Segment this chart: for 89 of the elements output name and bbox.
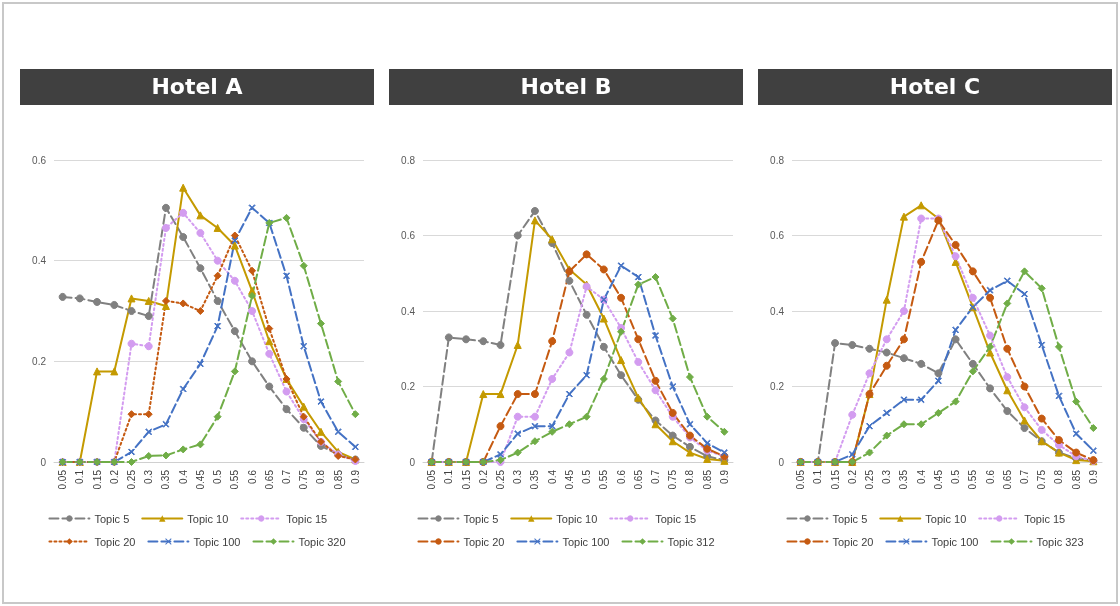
y-tick-label: 0.6 <box>770 230 785 241</box>
x-tick-label: 0.5 <box>212 469 224 484</box>
x-tick-label: 0.45 <box>563 469 575 490</box>
y-tick-label: 0.4 <box>32 255 47 267</box>
x-tick-label: 0.85 <box>1070 469 1082 490</box>
legend-label: Topic 10 <box>556 512 598 525</box>
y-tick-label: 0.2 <box>401 381 416 392</box>
legend-label: Topic 10 <box>925 512 967 525</box>
legend-label: Topic 320 <box>298 535 346 548</box>
x-tick-label: 0.45 <box>932 469 944 490</box>
legend-label: Topic 20 <box>832 535 874 548</box>
x-tick-label: 0.25 <box>864 469 875 490</box>
x-tick-label: 0.1 <box>74 469 86 484</box>
chart-title: Hotel B <box>389 69 743 105</box>
x-tick-label: 0.9 <box>1087 469 1099 484</box>
legend-label: Topic 312 <box>667 535 715 548</box>
legend-label: Topic 15 <box>655 512 697 525</box>
y-tick-label: 0 <box>40 456 47 468</box>
x-tick-label: 0.5 <box>581 469 593 484</box>
y-tick-label: 0 <box>778 456 785 468</box>
x-tick-label: 0.8 <box>684 469 696 484</box>
x-tick-label: 0.75 <box>1036 469 1048 490</box>
x-tick-label: 0.3 <box>512 469 524 484</box>
x-tick-label: 0.15 <box>91 469 103 490</box>
x-tick-label: 0.65 <box>632 469 644 490</box>
x-tick-label: 0.25 <box>495 469 506 490</box>
y-tick-label: 0.2 <box>32 355 47 367</box>
y-tick-label: 0.6 <box>401 230 416 241</box>
x-tick-label: 0.8 <box>1053 469 1065 484</box>
x-tick-label: 0.85 <box>332 469 344 490</box>
x-tick-label: 0.2 <box>108 469 120 484</box>
x-tick-label: 0.25 <box>126 469 137 490</box>
x-tick-label: 0.7 <box>650 469 661 484</box>
x-tick-label: 0.4 <box>915 469 927 484</box>
x-tick-label: 0.2 <box>477 469 489 484</box>
x-tick-label: 0.05 <box>795 469 807 490</box>
y-tick-label: 0.4 <box>401 305 416 317</box>
x-tick-label: 0.4 <box>546 469 558 484</box>
x-tick-label: 0.55 <box>598 469 610 490</box>
x-tick-label: 0.55 <box>229 469 241 490</box>
x-tick-label: 0.2 <box>846 469 858 484</box>
legend-label: Topic 100 <box>193 535 241 548</box>
y-tick-label: 0.2 <box>770 381 785 392</box>
x-tick-label: 0.05 <box>57 469 69 490</box>
y-tick-label: 0.8 <box>401 154 416 166</box>
x-tick-label: 0.3 <box>881 469 893 484</box>
y-tick-label: 0.8 <box>770 154 785 166</box>
x-tick-label: 0.75 <box>298 469 310 490</box>
x-tick-label: 0.1 <box>812 469 824 484</box>
x-tick-label: 0.45 <box>194 469 206 490</box>
y-tick-label: 0.4 <box>770 305 785 317</box>
x-tick-label: 0.6 <box>615 469 627 484</box>
x-tick-label: 0.75 <box>667 469 679 490</box>
x-tick-label: 0.65 <box>1001 469 1013 490</box>
x-tick-label: 0.6 <box>984 469 996 484</box>
legend-label: Topic 5 <box>94 512 130 525</box>
legend-label: Topic 5 <box>463 512 499 525</box>
x-tick-label: 0.4 <box>177 469 189 484</box>
legend-label: Topic 5 <box>832 512 868 525</box>
legend-label: Topic 20 <box>463 535 505 548</box>
legend-label: Topic 100 <box>931 535 979 548</box>
legend-label: Topic 323 <box>1036 535 1084 548</box>
legend-label: Topic 20 <box>94 535 136 548</box>
legend-label: Topic 10 <box>187 512 229 525</box>
x-tick-label: 0.35 <box>529 469 541 490</box>
chart-title: Hotel C <box>758 69 1112 105</box>
x-tick-label: 0.8 <box>315 469 327 484</box>
x-tick-label: 0.6 <box>246 469 258 484</box>
x-tick-label: 0.55 <box>967 469 979 490</box>
x-tick-label: 0.1 <box>443 469 455 484</box>
x-tick-label: 0.15 <box>829 469 841 490</box>
x-tick-label: 0.7 <box>281 469 292 484</box>
x-tick-label: 0.7 <box>1019 469 1030 484</box>
x-tick-label: 0.3 <box>143 469 155 484</box>
x-tick-label: 0.05 <box>426 469 438 490</box>
legend-label: Topic 15 <box>1024 512 1066 525</box>
legend-label: Topic 100 <box>562 535 610 548</box>
chart-title: Hotel A <box>20 69 374 105</box>
x-tick-label: 0.85 <box>701 469 713 490</box>
x-tick-label: 0.9 <box>349 469 361 484</box>
x-tick-label: 0.35 <box>898 469 910 490</box>
x-tick-label: 0.35 <box>160 469 172 490</box>
x-tick-label: 0.65 <box>263 469 275 490</box>
y-tick-label: 0.6 <box>32 154 47 166</box>
y-tick-label: 0 <box>409 456 416 468</box>
x-tick-label: 0.9 <box>718 469 730 484</box>
x-tick-label: 0.5 <box>950 469 962 484</box>
legend-label: Topic 15 <box>286 512 328 525</box>
x-tick-label: 0.15 <box>460 469 472 490</box>
